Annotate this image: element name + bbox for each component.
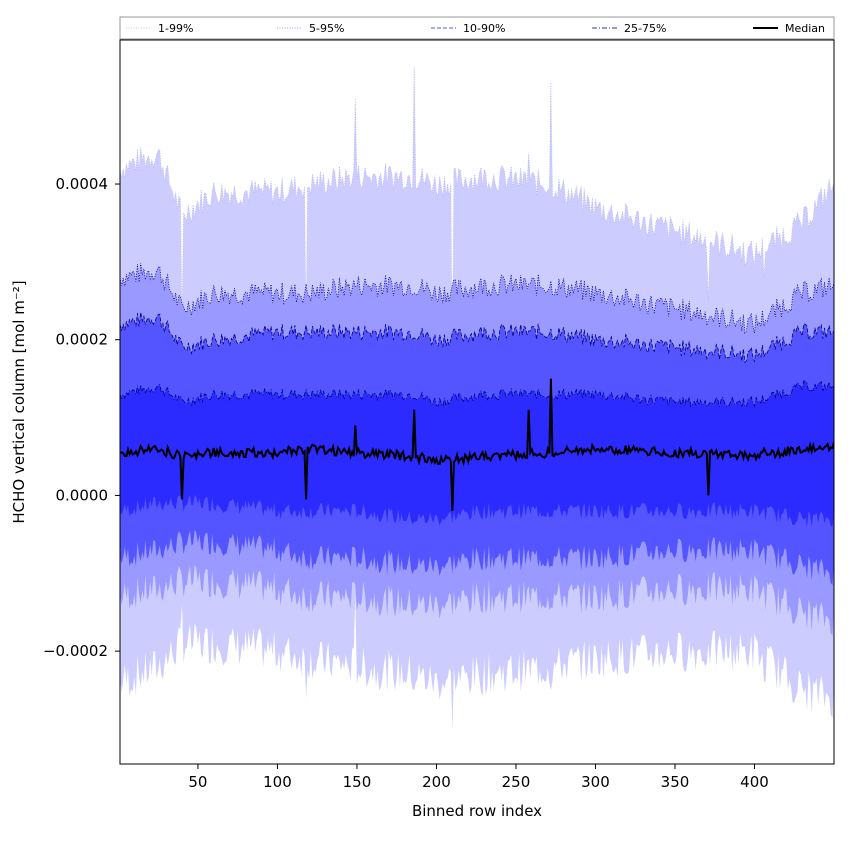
- x-tick-label: 100: [263, 773, 292, 791]
- x-tick-label: 200: [422, 773, 451, 791]
- x-axis-label: Binned row index: [412, 802, 542, 820]
- y-axis: −0.0002 0.0000 0.0002 0.0004: [43, 175, 120, 660]
- band-25-75%: [120, 380, 834, 527]
- legend-label: Median: [785, 22, 825, 35]
- y-tick-label: 0.0000: [56, 486, 109, 504]
- x-tick-label: 50: [188, 773, 207, 791]
- y-tick-label: −0.0002: [43, 642, 108, 660]
- band-upper-line-1-99%: [120, 67, 834, 387]
- x-tick-label: 300: [581, 773, 610, 791]
- x-tick-label: 250: [502, 773, 531, 791]
- y-tick-label: 0.0004: [56, 175, 109, 193]
- legend-frame: [119, 16, 835, 40]
- y-tick-label: 0.0002: [56, 331, 109, 349]
- plot-frame: [119, 39, 835, 765]
- plot-area: [120, 67, 834, 729]
- legend-label: 25-75%: [624, 22, 666, 35]
- band-upper-line-10-90%: [120, 312, 834, 364]
- legend: 1-99% 5-95% 10-90% 25-75% Median: [119, 16, 835, 40]
- x-axis: 50 100 150 200 250 300 350 400: [188, 764, 769, 791]
- x-tick-label: 400: [740, 773, 769, 791]
- median-line: [120, 378, 834, 512]
- y-axis-label: HCHO vertical column [mol m⁻²]: [10, 280, 28, 523]
- x-tick-label: 350: [661, 773, 690, 791]
- legend-label: 5-95%: [309, 22, 344, 35]
- legend-label: 1-99%: [158, 22, 193, 35]
- x-tick-label: 150: [343, 773, 372, 791]
- band-upper-line-25-75%: [120, 380, 834, 409]
- legend-label: 10-90%: [463, 22, 505, 35]
